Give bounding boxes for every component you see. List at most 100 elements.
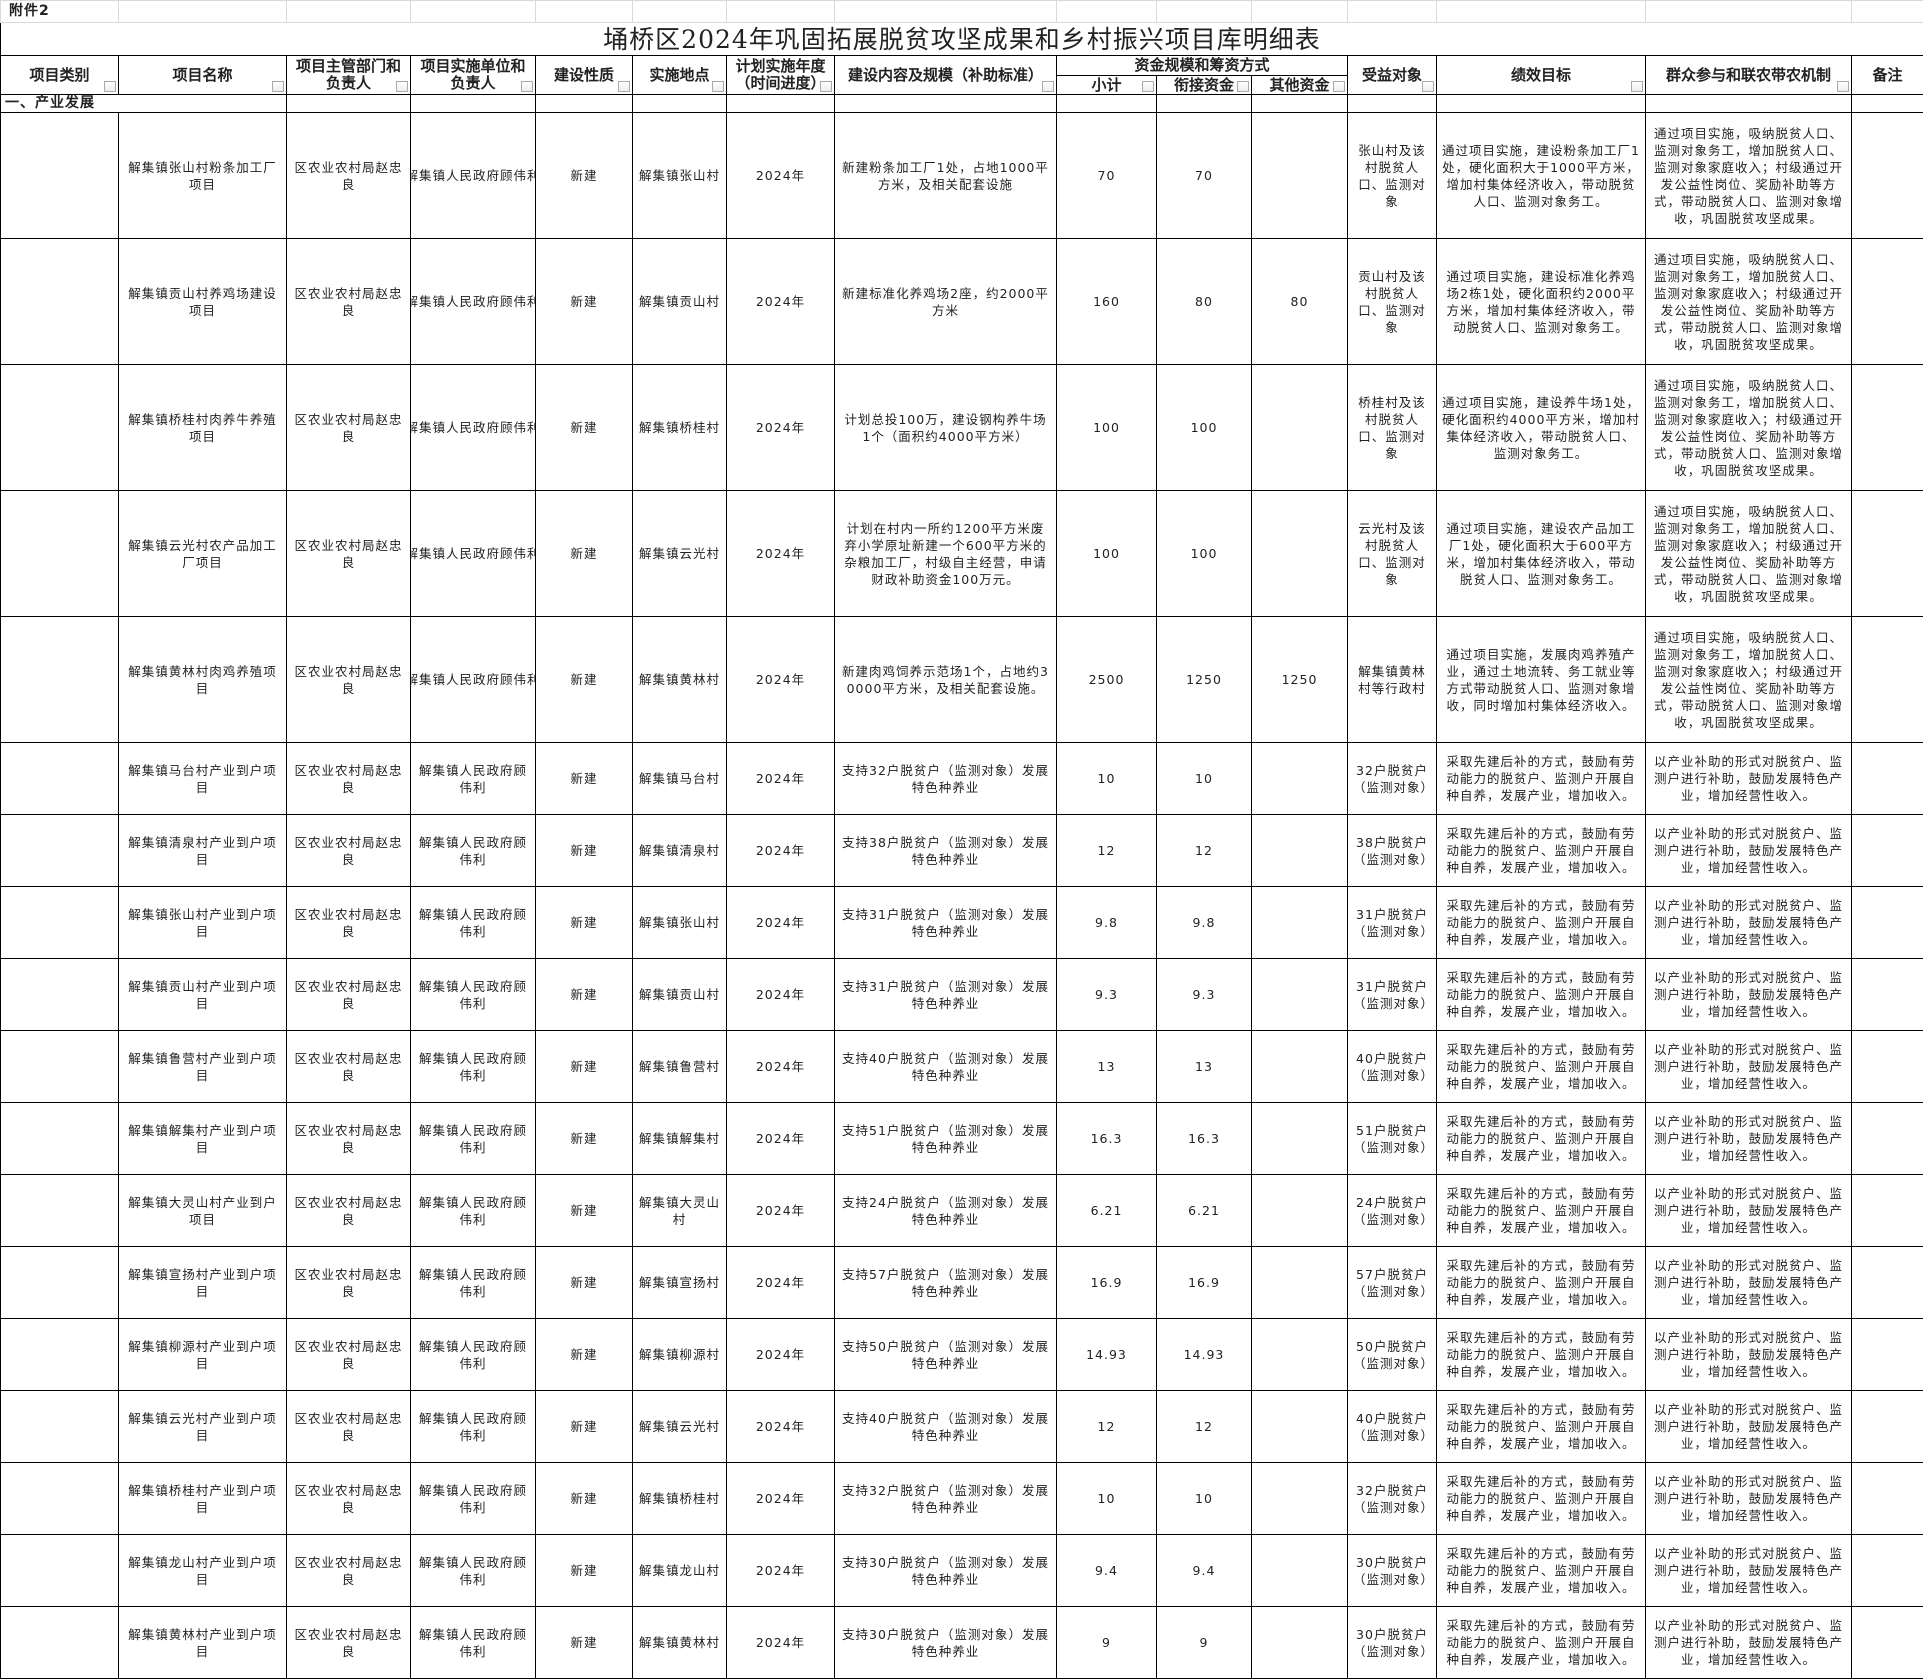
mechanism-cell: 以产业补助的形式对脱贫户、监测户进行补助，鼓励发展特色产业，增加经营性收入。 xyxy=(1646,1319,1852,1391)
year-cell: 2024年 xyxy=(727,1535,835,1607)
dept-cell-text: 区农业农村局赵忠良 xyxy=(287,1607,410,1678)
column-header: 受益对象 xyxy=(1348,56,1437,95)
unit-cell: 解集镇人民政府顾伟利 xyxy=(411,815,536,887)
dept-cell: 区农业农村局赵忠良 xyxy=(287,1031,411,1103)
note-cell xyxy=(1852,239,1923,365)
goal-cell-text: 采取先建后补的方式，鼓励有劳动能力的脱贫户、监测户开展自种自养，发展产业，增加收… xyxy=(1437,1391,1645,1462)
year-cell: 2024年 xyxy=(727,959,835,1031)
other-cell xyxy=(1252,887,1348,959)
unit-cell-text: 解集镇人民政府顾伟利 xyxy=(411,1031,535,1102)
column-header: 衔接资金 xyxy=(1157,76,1252,95)
linked-cell-text: 10 xyxy=(1157,1463,1251,1534)
unit-cell-text: 解集镇人民政府顾伟利 xyxy=(411,1103,535,1174)
nature-cell-text: 新建 xyxy=(536,1535,632,1606)
note-cell xyxy=(1852,617,1923,743)
note-cell xyxy=(1852,365,1923,491)
column-header: 项目名称 xyxy=(119,56,287,95)
column-header-text: 建设内容及规模（补助标准） xyxy=(835,56,1056,94)
year-cell: 2024年 xyxy=(727,887,835,959)
other-cell xyxy=(1252,1103,1348,1175)
unit-cell-text: 解集镇人民政府顾伟利 xyxy=(411,1319,535,1390)
content-cell: 支持51户脱贫户（监测对象）发展特色种养业 xyxy=(835,1103,1057,1175)
linked-cell: 9 xyxy=(1157,1607,1252,1679)
dept-cell-text: 区农业农村局赵忠良 xyxy=(287,1247,410,1318)
year-cell: 2024年 xyxy=(727,1031,835,1103)
content-cell-text: 支持40户脱贫户（监测对象）发展特色种养业 xyxy=(835,1391,1056,1462)
dept-cell-text: 区农业农村局赵忠良 xyxy=(287,617,410,742)
dept-cell: 区农业农村局赵忠良 xyxy=(287,491,411,617)
blank-cell xyxy=(411,95,536,113)
subtotal-cell-text: 14.93 xyxy=(1057,1319,1156,1390)
blank-cell-text xyxy=(1437,95,1645,112)
goal-cell-text: 采取先建后补的方式，鼓励有劳动能力的脱贫户、监测户开展自种自养，发展产业，增加收… xyxy=(1437,1607,1645,1678)
category-cell xyxy=(1,239,119,365)
subtotal-cell-text: 12 xyxy=(1057,1391,1156,1462)
content-cell-text: 支持38户脱贫户（监测对象）发展特色种养业 xyxy=(835,815,1056,886)
unit-cell: 解集镇人民政府顾伟利 xyxy=(411,365,536,491)
subtotal-cell: 14.93 xyxy=(1057,1319,1157,1391)
column-header: 备注 xyxy=(1852,56,1923,95)
other-cell xyxy=(1252,1607,1348,1679)
other-cell-text xyxy=(1252,1247,1347,1318)
location-cell-text: 解集镇鲁营村 xyxy=(633,1031,726,1102)
blank-cell xyxy=(1252,95,1348,113)
nature-cell-text: 新建 xyxy=(536,1607,632,1678)
mechanism-cell-text: 通过项目实施，吸纳脱贫人口、监测对象务工，增加脱贫人口、监测对象家庭收入；村级通… xyxy=(1646,491,1851,616)
name-cell-text: 解集镇黄林村肉鸡养殖项目 xyxy=(119,617,286,742)
dept-cell: 区农业农村局赵忠良 xyxy=(287,239,411,365)
note-cell xyxy=(1852,1175,1923,1247)
dept-cell-text: 区农业农村局赵忠良 xyxy=(287,1103,410,1174)
blank-cell xyxy=(1252,1,1348,23)
other-cell-text xyxy=(1252,1103,1347,1174)
linked-cell-text: 9.3 xyxy=(1157,959,1251,1030)
dept-cell-text: 区农业农村局赵忠良 xyxy=(287,1391,410,1462)
beneficiary-cell-text: 40户脱贫户（监测对象） xyxy=(1348,1031,1436,1102)
subtotal-cell: 9.3 xyxy=(1057,959,1157,1031)
blank-cell xyxy=(287,1,411,23)
dept-cell: 区农业农村局赵忠良 xyxy=(287,113,411,239)
location-cell-text: 解集镇马台村 xyxy=(633,743,726,814)
column-header-text: 小计 xyxy=(1057,76,1156,94)
location-cell-text: 解集镇宣扬村 xyxy=(633,1247,726,1318)
goal-cell: 采取先建后补的方式，鼓励有劳动能力的脱贫户、监测户开展自种自养，发展产业，增加收… xyxy=(1437,1607,1646,1679)
blank-cell-text xyxy=(1437,1,1645,22)
beneficiary-cell: 50户脱贫户（监测对象） xyxy=(1348,1319,1437,1391)
category-cell-text xyxy=(1,239,118,364)
column-group-header-text: 资金规模和筹资方式 xyxy=(1057,56,1347,75)
goal-cell: 采取先建后补的方式，鼓励有劳动能力的脱贫户、监测户开展自种自养，发展产业，增加收… xyxy=(1437,1103,1646,1175)
location-cell: 解集镇张山村 xyxy=(633,887,727,959)
content-cell: 新建标准化养鸡场2座，约2000平方米 xyxy=(835,239,1057,365)
column-header: 项目类别 xyxy=(1,56,119,95)
linked-cell: 13 xyxy=(1157,1031,1252,1103)
note-cell-text xyxy=(1852,617,1923,742)
name-cell: 解集镇张山村产业到户项目 xyxy=(119,887,287,959)
linked-cell-text: 16.9 xyxy=(1157,1247,1251,1318)
category-cell xyxy=(1,959,119,1031)
year-cell-text: 2024年 xyxy=(727,887,834,958)
goal-cell-text: 通过项目实施，建设粉条加工厂1处，硬化面积大于1000平方米，增加村集体经济收入… xyxy=(1437,113,1645,238)
other-cell xyxy=(1252,491,1348,617)
project-row: 解集镇桥桂村肉养牛养殖项目区农业农村局赵忠良解集镇人民政府顾伟利新建解集镇桥桂村… xyxy=(1,365,1923,491)
goal-cell: 采取先建后补的方式，鼓励有劳动能力的脱贫户、监测户开展自种自养，发展产业，增加收… xyxy=(1437,1463,1646,1535)
column-header: 项目实施单位和负责人 xyxy=(411,56,536,95)
blank-cell xyxy=(1852,95,1923,113)
linked-cell-text: 12 xyxy=(1157,1391,1251,1462)
goal-cell: 采取先建后补的方式，鼓励有劳动能力的脱贫户、监测户开展自种自养，发展产业，增加收… xyxy=(1437,887,1646,959)
location-cell-text: 解集镇云光村 xyxy=(633,1391,726,1462)
blank-cell-text xyxy=(411,95,535,112)
linked-cell-text: 1250 xyxy=(1157,617,1251,742)
nature-cell-text: 新建 xyxy=(536,1463,632,1534)
unit-cell: 解集镇人民政府顾伟利 xyxy=(411,1175,536,1247)
category-cell-text xyxy=(1,491,118,616)
column-header-text: 备注 xyxy=(1852,56,1923,94)
other-cell xyxy=(1252,1031,1348,1103)
other-cell-text xyxy=(1252,743,1347,814)
year-cell: 2024年 xyxy=(727,1607,835,1679)
note-cell xyxy=(1852,1247,1923,1319)
beneficiary-cell: 张山村及该村脱贫人口、监测对象 xyxy=(1348,113,1437,239)
linked-cell-text: 70 xyxy=(1157,113,1251,238)
linked-cell: 14.93 xyxy=(1157,1319,1252,1391)
note-cell-text xyxy=(1852,743,1923,814)
unit-cell: 解集镇人民政府顾伟利 xyxy=(411,743,536,815)
location-cell-text: 解集镇桥桂村 xyxy=(633,365,726,490)
